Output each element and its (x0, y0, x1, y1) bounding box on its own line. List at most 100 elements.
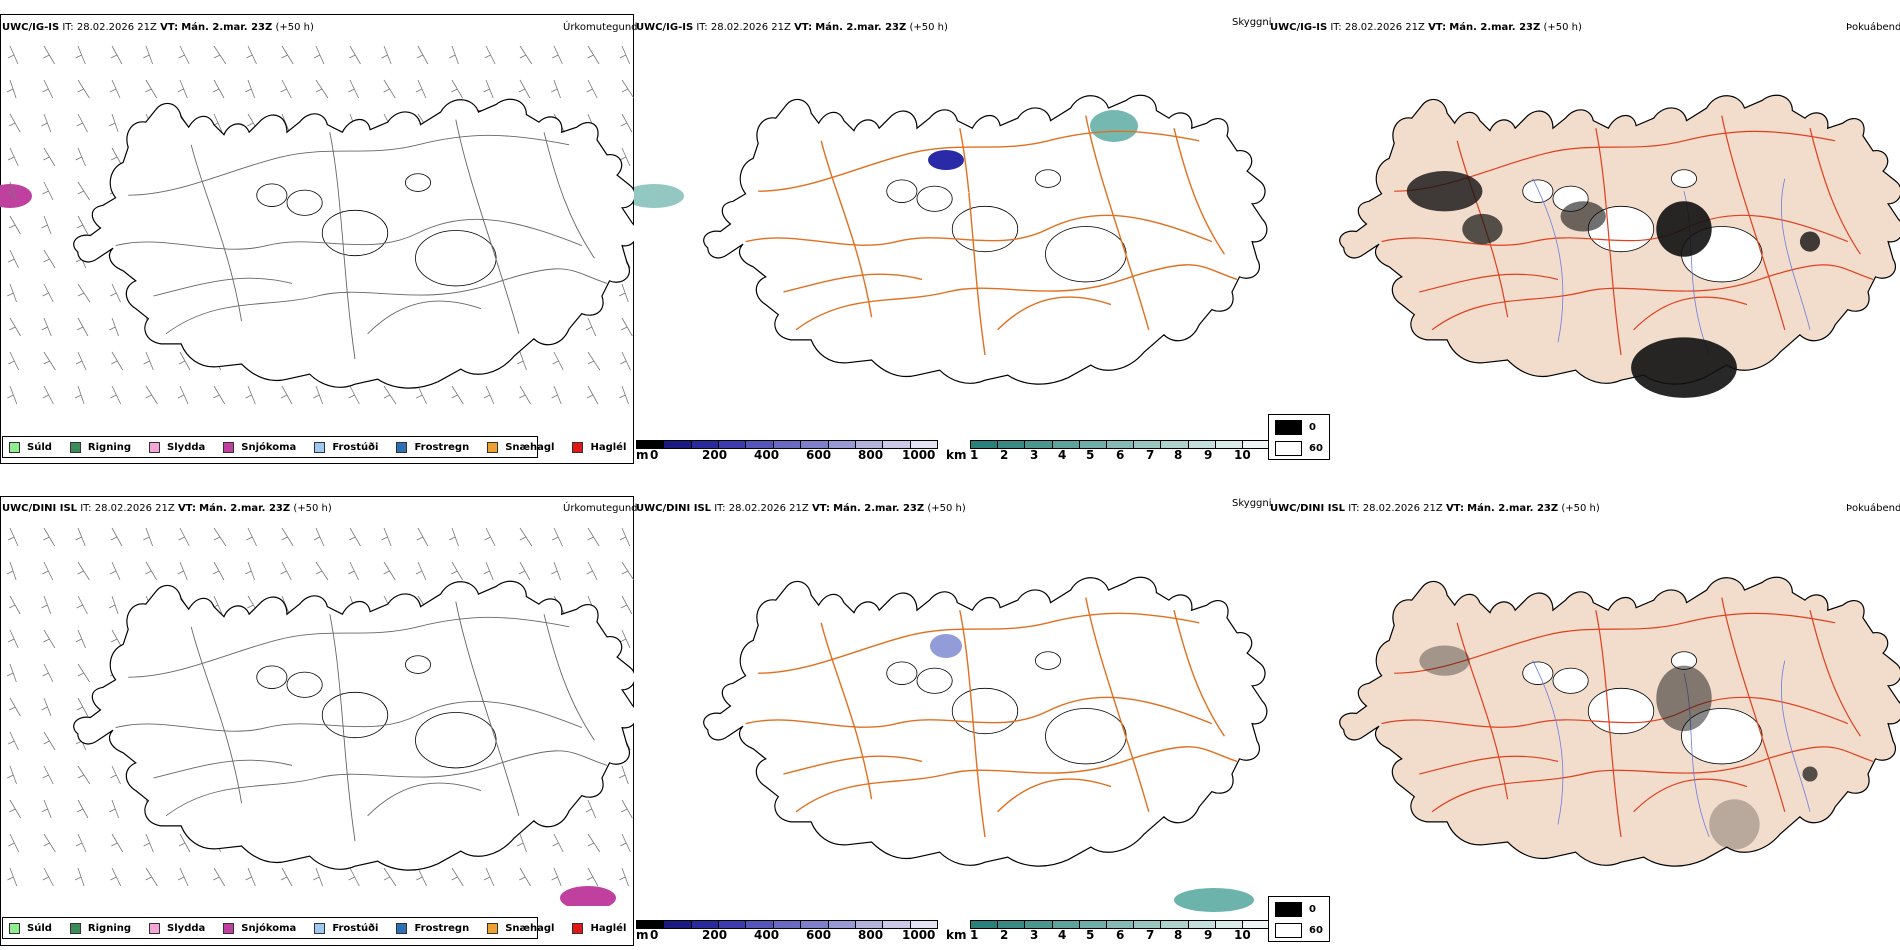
colorbar-segment (883, 921, 911, 928)
wind-barb (178, 833, 191, 853)
colorbar-segment (1052, 441, 1080, 448)
wind-barb (451, 79, 463, 99)
legend-item: Snjókoma (223, 922, 297, 934)
forecast-offset: (+50 h) (293, 503, 332, 514)
wind-barb (280, 867, 293, 887)
wind-barb (313, 527, 325, 547)
vt-label: VT: (160, 22, 179, 33)
it-label: IT: (80, 503, 92, 514)
wind-barb (7, 45, 19, 65)
colorbar-tick: 800 (858, 928, 884, 942)
road-line (758, 130, 1200, 192)
colorbar-segment (1079, 441, 1107, 448)
snow-area (0, 184, 32, 208)
road-line (153, 759, 293, 779)
wind-barb (42, 385, 54, 405)
visibility-colorbar (970, 440, 1270, 449)
wind-barb (109, 799, 119, 819)
wind-barb (483, 79, 494, 99)
legend-item: Snjókoma (223, 441, 297, 453)
road-line (1085, 115, 1150, 330)
wind-barb (7, 147, 19, 167)
legend-label: Haglél (590, 922, 627, 934)
wind-barb (8, 351, 20, 371)
wind-barb (280, 385, 293, 405)
glacier-outline (916, 667, 953, 694)
fog-legend-label: 0 (1309, 422, 1316, 433)
colorbar-segment (1161, 921, 1189, 928)
it-value: 28.02.2026 21Z (728, 503, 809, 514)
panel-header: UWC/DINI ISL IT: 28.02.2026 21Z VT: Mán.… (636, 503, 966, 515)
colorbar-segment (1079, 921, 1107, 928)
wind-barb (77, 663, 90, 683)
legend-label: Slydda (167, 441, 206, 453)
it-label: IT: (1330, 22, 1342, 33)
wind-barb (313, 45, 325, 65)
road-line (1381, 214, 1849, 246)
model-name: UWC/IG-IS (636, 22, 694, 33)
colorbar-segment (971, 441, 999, 448)
legend-item: Súld (9, 922, 52, 934)
wind-barb (618, 283, 629, 303)
wind-barb (620, 351, 631, 371)
vt-value: Mán. 2.mar. 23Z (833, 503, 925, 514)
colorbar-segment (828, 921, 856, 928)
vt-label: VT: (177, 503, 196, 514)
legend-item: Haglél (572, 922, 627, 934)
colorbar-tick: 3 (1030, 928, 1039, 942)
it-label: IT: (1348, 503, 1360, 514)
wind-barb (145, 385, 158, 405)
legend-swatch (572, 441, 584, 453)
precip-map (0, 45, 634, 405)
road-line (1809, 610, 1861, 737)
wind-barb (313, 867, 324, 887)
glacier-outline (256, 665, 288, 689)
wind-barb (620, 799, 633, 819)
wind-barb (552, 351, 564, 371)
road-line (543, 614, 595, 741)
forecast-offset: (+50 h) (927, 503, 966, 514)
glacier-outline (1034, 169, 1061, 188)
visibility-colorbar-ticks: km 1 2 3 4 5 6 7 8 9 10 (946, 928, 1276, 942)
fog-area (1419, 645, 1470, 676)
legend-swatch (69, 922, 81, 934)
wind-barb (143, 527, 153, 547)
wind-barb (9, 317, 21, 337)
colorbar-tick: 9 (1204, 928, 1213, 942)
colorbar-tick: 7 (1146, 928, 1155, 942)
colorbar-segment (637, 441, 665, 448)
legend-label: Snjókoma (241, 922, 297, 934)
colorbar-tick: 1000 (902, 928, 936, 942)
colorbar-segment (1025, 921, 1053, 928)
wind-barb (108, 113, 119, 133)
road-line (1595, 610, 1622, 838)
legend-label: Slydda (167, 922, 206, 934)
road-line (745, 696, 1213, 728)
colorbar-tick: 1 (970, 448, 979, 462)
colorbar-tick: 4 (1058, 448, 1067, 462)
colorbar-unit: m (636, 448, 649, 462)
wind-barb (484, 527, 496, 547)
wind-barb (8, 595, 21, 615)
glacier-outline (951, 687, 1019, 735)
wind-barb (586, 561, 598, 581)
wind-barb (517, 351, 527, 371)
colorbar-segment (746, 921, 774, 928)
model-name: UWC/IG-IS (2, 22, 60, 33)
river-line (1781, 178, 1811, 330)
wind-barb (7, 867, 18, 887)
wind-barb (381, 45, 392, 65)
wind-barb (75, 147, 86, 167)
legend-label: Snjókoma (241, 441, 297, 453)
precip-panel-title: Úrkomutegund (563, 22, 638, 33)
wind-barb (587, 45, 600, 65)
panel-header: UWC/DINI ISL IT: 28.02.2026 21Z VT: Mán.… (2, 503, 332, 515)
glacier-outline (286, 671, 323, 698)
wind-barb (42, 181, 54, 201)
road-line (543, 132, 595, 259)
road-line (1633, 778, 1748, 813)
legend-item: Frostúði (314, 441, 378, 453)
glacier-outline (321, 691, 389, 739)
wind-barb (383, 867, 397, 887)
wind-barb (143, 351, 154, 371)
